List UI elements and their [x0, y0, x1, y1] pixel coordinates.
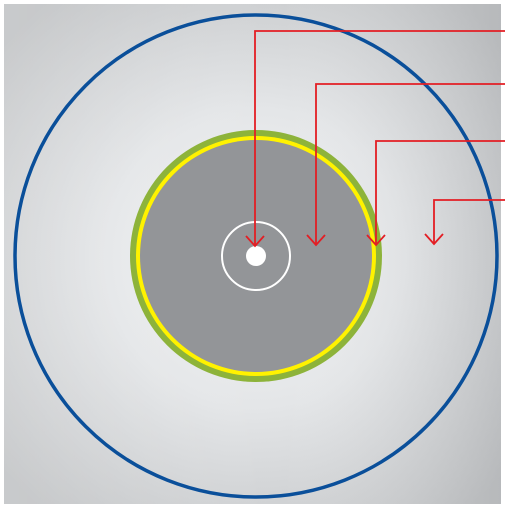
callout-arrowhead-1 [245, 235, 265, 248]
inner-white-ring [221, 221, 291, 291]
outer-boundary-circle [13, 13, 499, 499]
callout-arrow-1 [254, 30, 505, 246]
callout-arrowhead-2 [306, 234, 326, 247]
center-white-dot [246, 246, 266, 266]
callout-arrowhead-3 [366, 234, 386, 247]
callout-arrows [245, 30, 505, 248]
callout-arrow-2 [315, 83, 505, 245]
callout-arrow-4 [433, 199, 505, 244]
callout-arrow-3 [375, 140, 505, 245]
callout-arrowhead-4 [424, 233, 444, 246]
